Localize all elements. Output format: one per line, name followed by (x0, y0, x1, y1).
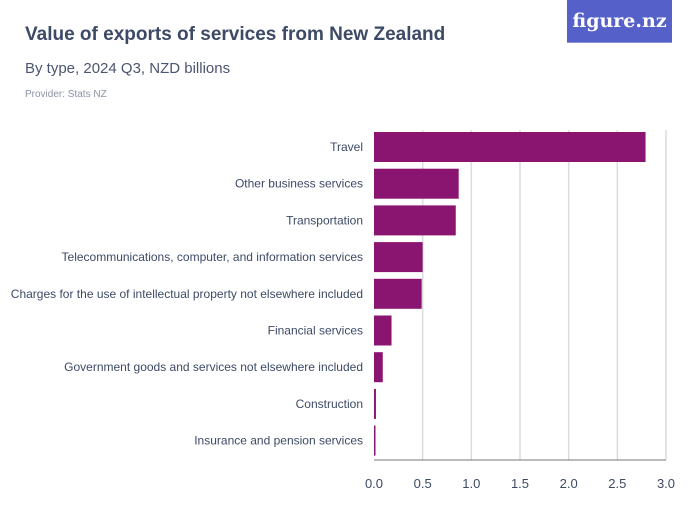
x-tick-label: 0.0 (365, 476, 383, 491)
bar (374, 205, 456, 236)
x-tick-label: 2.0 (560, 476, 578, 491)
x-tick-label: 1.5 (511, 476, 529, 491)
category-label: Other business services (235, 177, 363, 191)
bar (374, 168, 459, 199)
chart-subtitle: By type, 2024 Q3, NZD billions (25, 60, 231, 77)
bar (374, 278, 422, 309)
bar (374, 425, 376, 456)
figure-nz-logo[interactable]: figure.nz (567, 0, 672, 43)
bar (374, 388, 376, 419)
category-label: Financial services (268, 324, 363, 338)
provider-text: Provider: Stats NZ (25, 89, 107, 100)
x-tick-label: 0.5 (414, 476, 432, 491)
bar (374, 132, 646, 162)
category-label: Insurance and pension services (194, 434, 363, 448)
category-label: Telecommunications, computer, and inform… (62, 250, 363, 264)
x-tick-label: 3.0 (657, 476, 675, 491)
bar (374, 315, 392, 346)
category-label: Government goods and services not elsewh… (64, 360, 363, 374)
bar (374, 352, 383, 383)
x-tick-label: 2.5 (608, 476, 626, 491)
bar (374, 242, 423, 273)
x-tick-label: 1.0 (462, 476, 480, 491)
chart-title: Value of exports of services from New Ze… (25, 24, 446, 45)
category-label: Travel (330, 140, 363, 154)
category-label: Construction (296, 397, 363, 411)
category-label: Charges for the use of intellectual prop… (11, 287, 363, 301)
category-label: Transportation (286, 213, 363, 227)
